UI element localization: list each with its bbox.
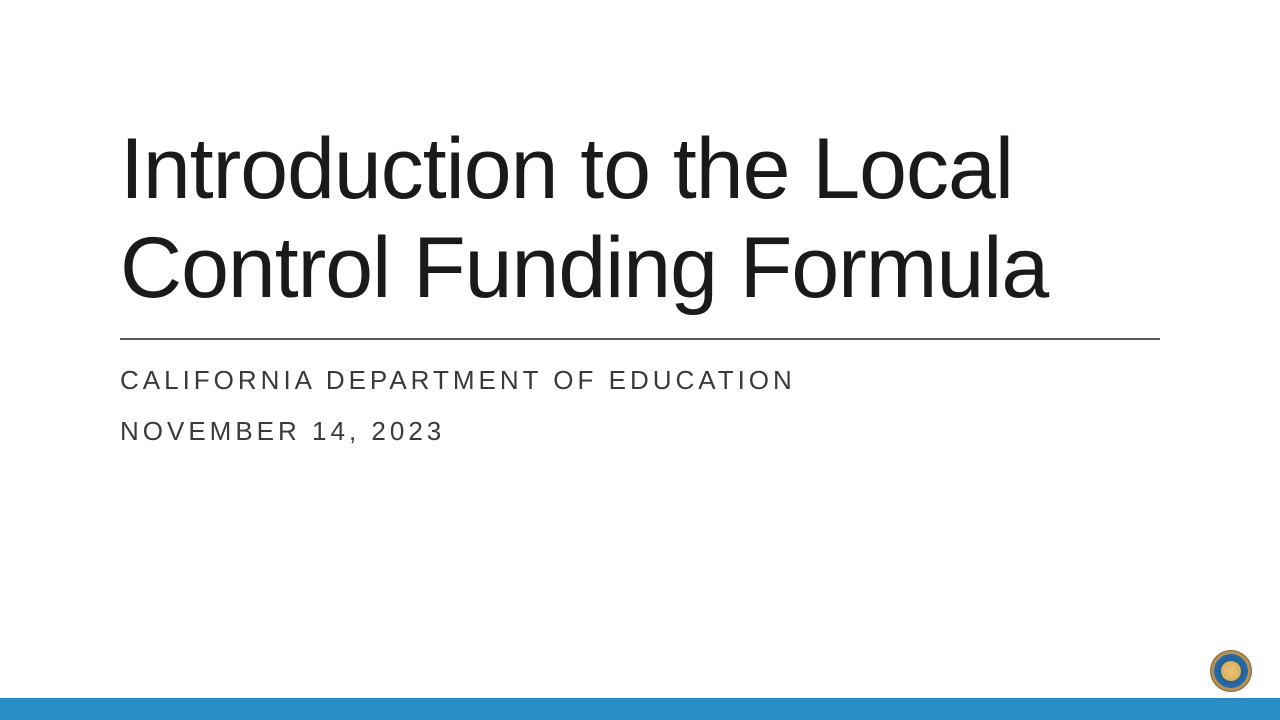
footer-accent-bar bbox=[0, 698, 1280, 720]
state-seal-icon bbox=[1210, 650, 1252, 692]
slide-subtitle: CALIFORNIA DEPARTMENT OF EDUCATION bbox=[120, 365, 1160, 396]
title-divider bbox=[120, 338, 1160, 340]
slide-title: Introduction to the Local Control Fundin… bbox=[120, 120, 1160, 318]
slide-content: Introduction to the Local Control Fundin… bbox=[0, 0, 1280, 447]
slide-date: NOVEMBER 14, 2023 bbox=[120, 416, 1160, 447]
